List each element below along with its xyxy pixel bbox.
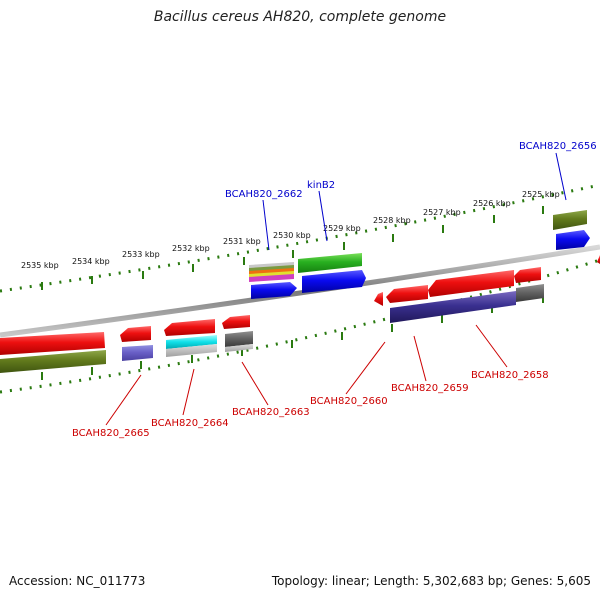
gene-feature[interactable] <box>302 270 366 293</box>
leader-line-2660 <box>345 341 386 395</box>
gene-feature[interactable] <box>514 267 541 283</box>
gene-feature[interactable] <box>0 332 105 355</box>
kbp-ticks: 2535 kbp 2534 kbp 2533 kbp 2532 kbp 2531… <box>21 190 560 380</box>
tick-label-2528: 2528 kbp <box>373 216 411 225</box>
leader-line-2665 <box>105 374 142 426</box>
map-title: Bacillus cereus AH820, complete genome <box>153 9 447 25</box>
tick-label-2533: 2533 kbp <box>122 250 160 259</box>
gene-label-bcah820-2659[interactable]: BCAH820_2659 <box>391 383 469 394</box>
gene-label-bcah820-2663[interactable]: BCAH820_2663 <box>232 407 310 418</box>
genome-summary-text: Topology: linear; Length: 5,302,683 bp; … <box>271 574 591 588</box>
leader-line-kinb2 <box>318 190 328 242</box>
gene-feature[interactable] <box>386 285 428 303</box>
tick-label-2534: 2534 kbp <box>72 257 110 266</box>
gene-label-bcah820-2664[interactable]: BCAH820_2664 <box>151 418 229 429</box>
gene-labels: BCAH820_2662 kinB2 BCAH820_2656 BCAH820_… <box>72 141 597 439</box>
tick-label-2535: 2535 kbp <box>21 261 59 270</box>
gene-feature[interactable] <box>249 274 294 282</box>
gene-feature[interactable] <box>556 230 590 250</box>
leader-lines <box>105 152 567 426</box>
gene-label-bcah820-2665[interactable]: BCAH820_2665 <box>72 428 150 439</box>
gene-feature[interactable] <box>122 345 153 361</box>
gene-label-bcah820-2660[interactable]: BCAH820_2660 <box>310 396 388 407</box>
leader-line-2658 <box>475 324 508 368</box>
gene-feature[interactable] <box>374 292 383 306</box>
gene-feature[interactable] <box>222 315 250 329</box>
leader-line-2659 <box>413 335 427 382</box>
gene-label-bcah820-2662[interactable]: BCAH820_2662 <box>225 189 303 200</box>
tick-label-2525: 2525 kbp <box>522 190 560 199</box>
tick-label-2527: 2527 kbp <box>423 208 461 217</box>
gene-feature[interactable] <box>390 291 516 323</box>
gene-feature[interactable] <box>428 270 514 297</box>
gene-feature[interactable] <box>516 284 544 302</box>
leader-line-2664 <box>182 368 195 416</box>
gene-feature[interactable] <box>166 344 217 357</box>
leader-line-2656 <box>555 152 567 201</box>
gene-feature[interactable] <box>597 255 600 264</box>
gene-feature[interactable] <box>553 210 587 230</box>
gene-feature[interactable] <box>120 326 151 342</box>
gene-feature[interactable] <box>298 253 362 273</box>
tick-label-2530: 2530 kbp <box>273 231 311 240</box>
forward-features <box>0 210 600 373</box>
tick-label-2529: 2529 kbp <box>323 224 361 233</box>
gene-feature[interactable] <box>164 319 215 336</box>
tick-label-2532: 2532 kbp <box>172 244 210 253</box>
tick-label-2531: 2531 kbp <box>223 237 261 246</box>
genome-backbone <box>0 244 600 338</box>
accession-text: Accession: NC_011773 <box>9 574 146 588</box>
leader-line-2663 <box>241 361 269 406</box>
gene-feature[interactable] <box>166 335 217 349</box>
gene-feature[interactable] <box>251 282 297 299</box>
gene-feature[interactable] <box>225 331 253 347</box>
gene-label-kinb2[interactable]: kinB2 <box>307 180 335 191</box>
gene-feature[interactable] <box>225 344 253 352</box>
gene-label-bcah820-2658[interactable]: BCAH820_2658 <box>471 370 549 381</box>
gene-feature[interactable] <box>0 350 106 373</box>
tick-label-2526: 2526 kbp <box>473 199 511 208</box>
gene-label-bcah820-2656[interactable]: BCAH820_2656 <box>519 141 597 152</box>
leader-line-2662 <box>262 199 270 251</box>
